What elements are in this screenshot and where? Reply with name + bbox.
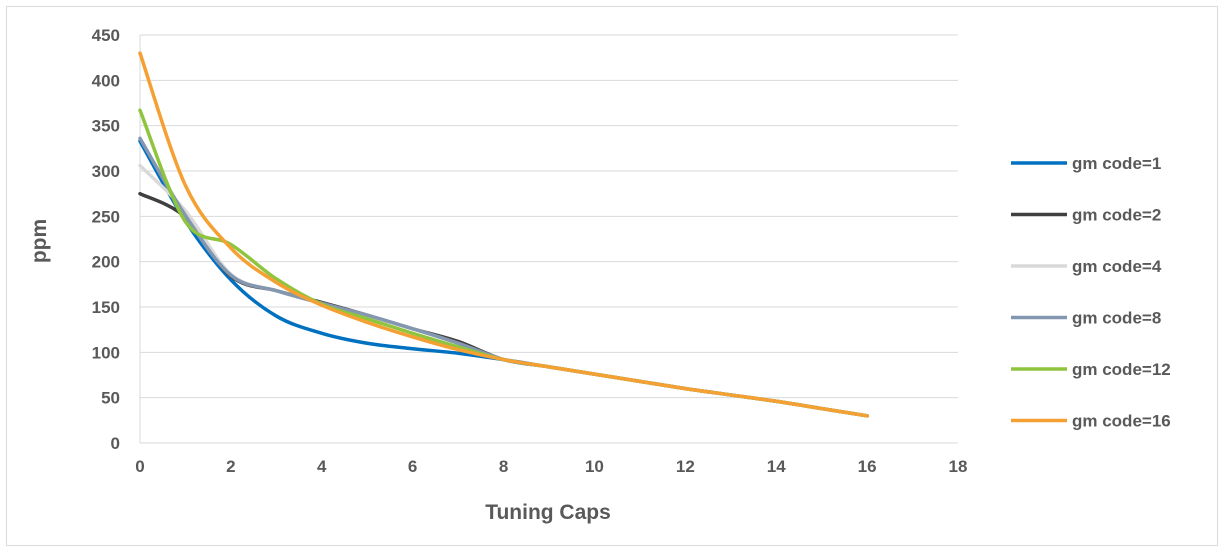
legend-label: gm code=12 [1072,360,1171,379]
series-line-gmcode-2 [138,191,869,418]
y-tick-label: 100 [92,343,120,362]
series-line-gmcode-16 [138,51,869,418]
x-tick-label: 18 [949,457,968,476]
y-tick-label: 50 [101,389,120,408]
x-tick-label: 16 [858,457,877,476]
x-tick-label: 6 [408,457,417,476]
legend: gm code=1 gm code=2 gm code=4 gm code=8 gm c… [1011,154,1171,431]
legend-label: gm code=8 [1072,309,1161,328]
series-line-gmcode-4 [138,163,869,418]
x-tick-label: 14 [767,457,786,476]
x-tick-label: 0 [135,457,144,476]
series-line-gmcode-1 [138,139,869,418]
x-tick-label: 10 [585,457,604,476]
y-tick-label: 150 [92,298,120,317]
y-tick-label: 300 [92,162,120,181]
y-axis-title: ppm [28,219,51,263]
y-tick-label: 400 [92,71,120,90]
series-line-gmcode-8 [138,136,869,418]
x-axis-title: Tuning Caps [485,501,611,524]
chart-frame [6,6,1218,546]
series-lines [138,51,869,418]
x-tick-label: 8 [499,457,508,476]
x-tick-label: 12 [676,457,695,476]
x-tick-label: 4 [317,457,327,476]
x-tick-label: 2 [226,457,235,476]
y-tick-labels: 0 50 100 150 200 250 300 350 400 450 [92,26,120,453]
y-tick-label: 200 [92,253,120,272]
legend-label: gm code=2 [1072,206,1161,225]
legend-label: gm code=16 [1072,412,1171,431]
x-tick-labels: 0 2 4 6 8 10 12 14 16 18 [135,457,967,476]
y-tick-label: 250 [92,207,120,226]
legend-label: gm code=4 [1072,257,1162,276]
legend-label: gm code=1 [1072,154,1161,173]
y-tick-label: 0 [111,434,120,453]
y-tick-label: 450 [92,26,120,45]
gridlines [139,34,958,444]
y-tick-label: 350 [92,117,120,136]
